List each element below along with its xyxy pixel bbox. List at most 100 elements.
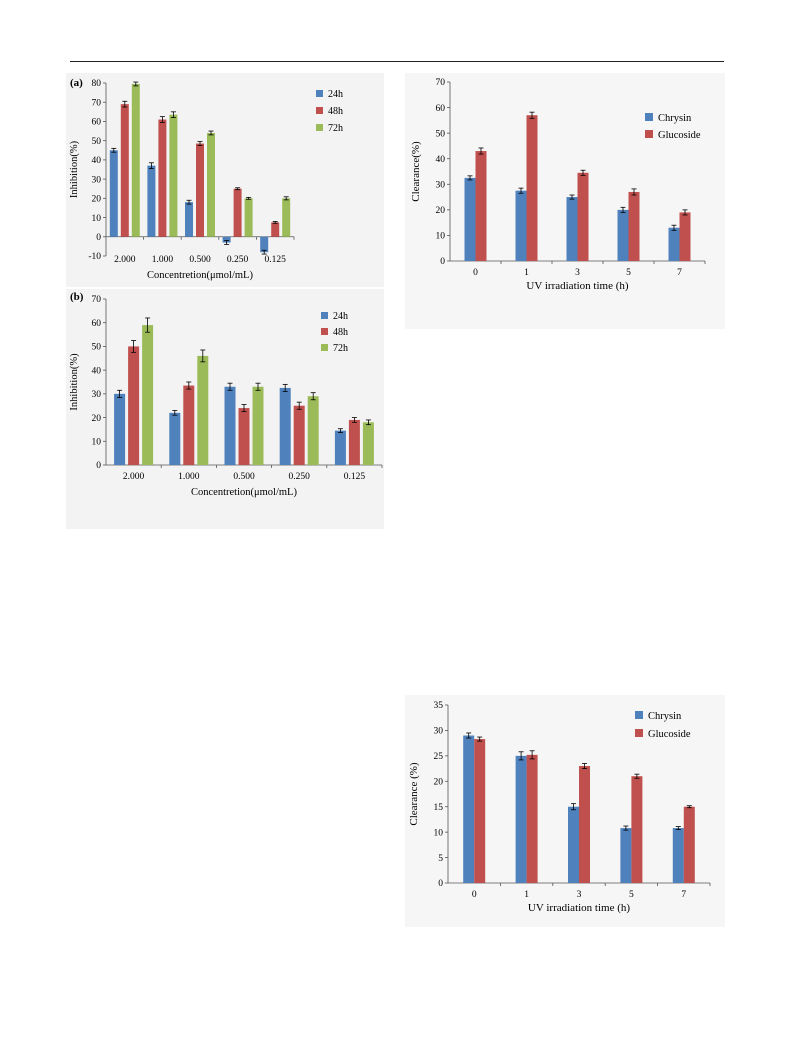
bar — [238, 408, 250, 465]
y-tick-label: 30 — [92, 175, 102, 185]
y-tick-label: 70 — [92, 295, 102, 305]
y-tick-label: -10 — [88, 252, 101, 262]
legend-swatch — [316, 107, 323, 114]
legend-label: 72h — [328, 123, 343, 134]
y-tick-label: 50 — [436, 129, 446, 139]
bar — [668, 227, 680, 261]
bar — [683, 806, 695, 883]
chart-c: 0 10 20 30 40 50 60 70 0 1 3 5 7 UV irradiation time … — [410, 78, 706, 292]
x-tick-label: 3 — [575, 268, 580, 278]
bar — [233, 188, 242, 237]
page-header-rule — [70, 61, 724, 62]
y-tick-label: 50 — [92, 343, 102, 353]
y-tick-label: 25 — [434, 752, 444, 762]
bar — [672, 828, 684, 883]
x-tick-label: 7 — [681, 890, 686, 900]
bar — [183, 385, 195, 465]
bar — [252, 386, 264, 465]
x-tick-label: 5 — [629, 890, 634, 900]
bar — [197, 355, 209, 465]
bar — [334, 430, 346, 465]
legend-label: 24h — [333, 311, 348, 322]
y-tick-label: 35 — [434, 701, 444, 711]
chart-a: (a) -10 0 10 20 30 40 50 60 70 80 2.000 1.000 0.500 0.… — [69, 77, 343, 281]
bar — [526, 754, 538, 883]
bar — [566, 197, 578, 261]
bar — [293, 405, 305, 465]
bar — [348, 419, 360, 465]
bar — [224, 386, 236, 465]
x-tick-label: 0.125 — [344, 472, 366, 482]
y-tick-label: 50 — [92, 137, 102, 147]
bar — [169, 114, 178, 237]
bar — [474, 739, 486, 883]
legend-swatch — [321, 344, 328, 351]
chart-b: (b) 0 10 20 30 40 50 60 70 2.000 1.000 0.500 0.250 0.… — [69, 291, 383, 498]
y-tick-label: 10 — [436, 232, 446, 242]
y-tick-label: 30 — [434, 727, 444, 737]
x-tick-label: 1 — [524, 268, 529, 278]
x-axis-label: UV irradiation time (h) — [526, 280, 628, 292]
legend-label: 72h — [333, 343, 348, 354]
bar — [463, 735, 475, 883]
panel-label: (b) — [70, 291, 84, 303]
x-tick-label: 7 — [677, 268, 682, 278]
y-axis-label: Clearance (%) — [408, 762, 420, 826]
x-tick-label: 0 — [473, 268, 478, 278]
y-tick-label: 10 — [92, 214, 102, 224]
y-tick-label: 40 — [92, 366, 102, 376]
bar — [362, 422, 374, 465]
y-tick-label: 60 — [436, 104, 446, 114]
x-axis-label: Concentretion(μmol/mL) — [191, 487, 297, 498]
x-tick-label: 2.000 — [114, 255, 136, 265]
legend-label: Chrysin — [658, 113, 692, 124]
legend-label: 48h — [328, 106, 343, 117]
legend-label: 48h — [333, 327, 348, 338]
legend-label: Glucoside — [648, 729, 691, 740]
bar — [628, 191, 640, 261]
bar — [515, 190, 527, 261]
bar — [631, 776, 643, 883]
bar — [282, 198, 291, 237]
x-tick-label: 3 — [577, 890, 582, 900]
legend-swatch — [316, 124, 323, 131]
bar — [120, 104, 129, 237]
x-tick-label: 1 — [524, 890, 529, 900]
bar — [142, 325, 154, 465]
y-tick-label: 60 — [92, 118, 102, 128]
x-tick-label: 0.250 — [289, 472, 311, 482]
chart-panel-a: (a) -10 0 10 20 30 40 50 60 70 80 2.000 1.000 0.500 0.… — [66, 73, 384, 287]
bar — [568, 806, 579, 883]
bar — [147, 165, 156, 237]
bar — [271, 222, 280, 237]
bar — [185, 202, 193, 237]
bar — [260, 236, 269, 253]
x-tick-label: 0.500 — [233, 472, 255, 482]
y-tick-label: 20 — [436, 206, 446, 216]
bar — [109, 150, 118, 237]
y-tick-label: 20 — [92, 195, 102, 205]
legend-swatch — [645, 130, 653, 138]
y-tick-label: 0 — [96, 233, 101, 243]
legend-swatch — [635, 729, 643, 737]
bar — [617, 209, 629, 261]
panel-label: (a) — [70, 77, 83, 89]
bar — [244, 198, 253, 237]
legend-swatch — [321, 328, 328, 335]
bar — [475, 151, 487, 261]
legend-label: Glucoside — [658, 130, 701, 141]
legend-swatch — [321, 312, 328, 319]
y-axis-label: Inhibition(%) — [69, 140, 80, 198]
y-tick-label: 60 — [92, 319, 102, 329]
bar — [620, 828, 632, 883]
y-tick-label: 80 — [92, 79, 102, 89]
bar — [222, 236, 231, 243]
y-tick-label: 30 — [92, 390, 102, 400]
bar — [207, 132, 215, 237]
x-tick-label: 0.125 — [265, 255, 287, 265]
y-tick-label: 40 — [436, 155, 446, 165]
bar — [515, 755, 527, 883]
bar — [279, 387, 291, 465]
bar — [526, 115, 538, 261]
